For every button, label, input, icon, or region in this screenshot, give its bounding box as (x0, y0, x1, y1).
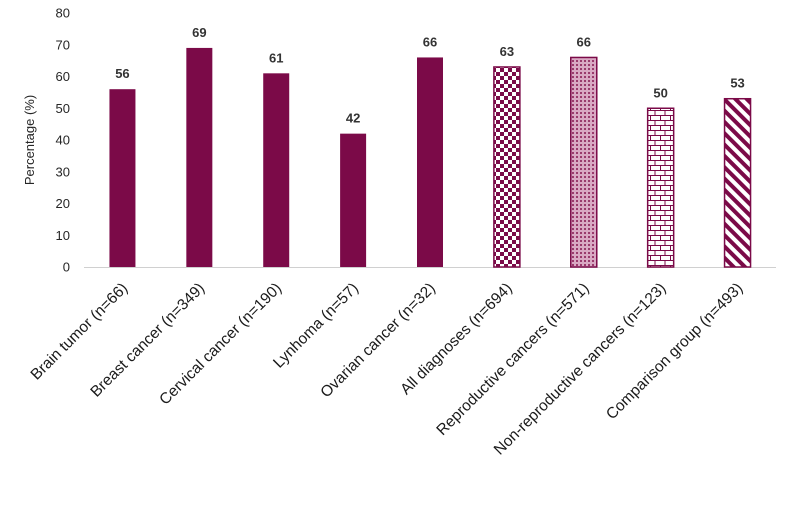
y-tick-label: 20 (56, 196, 70, 211)
category-label: Non-reproductive cancers (n=123) (491, 280, 670, 459)
bar (493, 66, 521, 268)
bar (570, 56, 598, 268)
bar (417, 57, 443, 268)
bar (109, 89, 136, 267)
value-labels-group: 56 69 61 42 66 63 66 50 53 (115, 25, 745, 126)
category-label: Reproductive cancers (n=571) (433, 280, 592, 439)
y-tick-label: 60 (56, 69, 70, 84)
y-tick-label: 80 (56, 6, 70, 21)
bar (186, 47, 213, 267)
bar-value-label: 61 (269, 50, 283, 65)
bars-group (109, 47, 752, 268)
y-tick-label: 0 (63, 260, 70, 275)
bar-value-label: 42 (346, 111, 360, 126)
bar-value-label: 66 (423, 34, 437, 49)
bar (263, 73, 290, 267)
y-tick-label: 10 (56, 228, 70, 243)
bar (646, 107, 675, 268)
y-tick-label: 70 (56, 37, 70, 52)
bar-value-label: 66 (577, 34, 591, 49)
y-tick-label: 40 (56, 133, 70, 148)
bar-value-label: 53 (730, 76, 744, 91)
bar-value-label: 56 (115, 66, 129, 81)
y-axis: 0 10 20 30 40 50 60 70 80 (56, 6, 70, 275)
y-axis-title: Percentage (%) (22, 95, 37, 185)
category-label: Comparison group (n=493) (603, 280, 746, 423)
y-tick-label: 30 (56, 164, 70, 179)
category-labels-group: Brain tumor (n=66)Breast cancer (n=349)C… (28, 280, 747, 459)
y-tick-label: 50 (56, 101, 70, 116)
bar (723, 97, 752, 268)
bar-value-label: 63 (500, 44, 514, 59)
bar-value-label: 69 (192, 25, 206, 40)
bar (340, 133, 367, 267)
bar-value-label: 50 (653, 85, 667, 100)
